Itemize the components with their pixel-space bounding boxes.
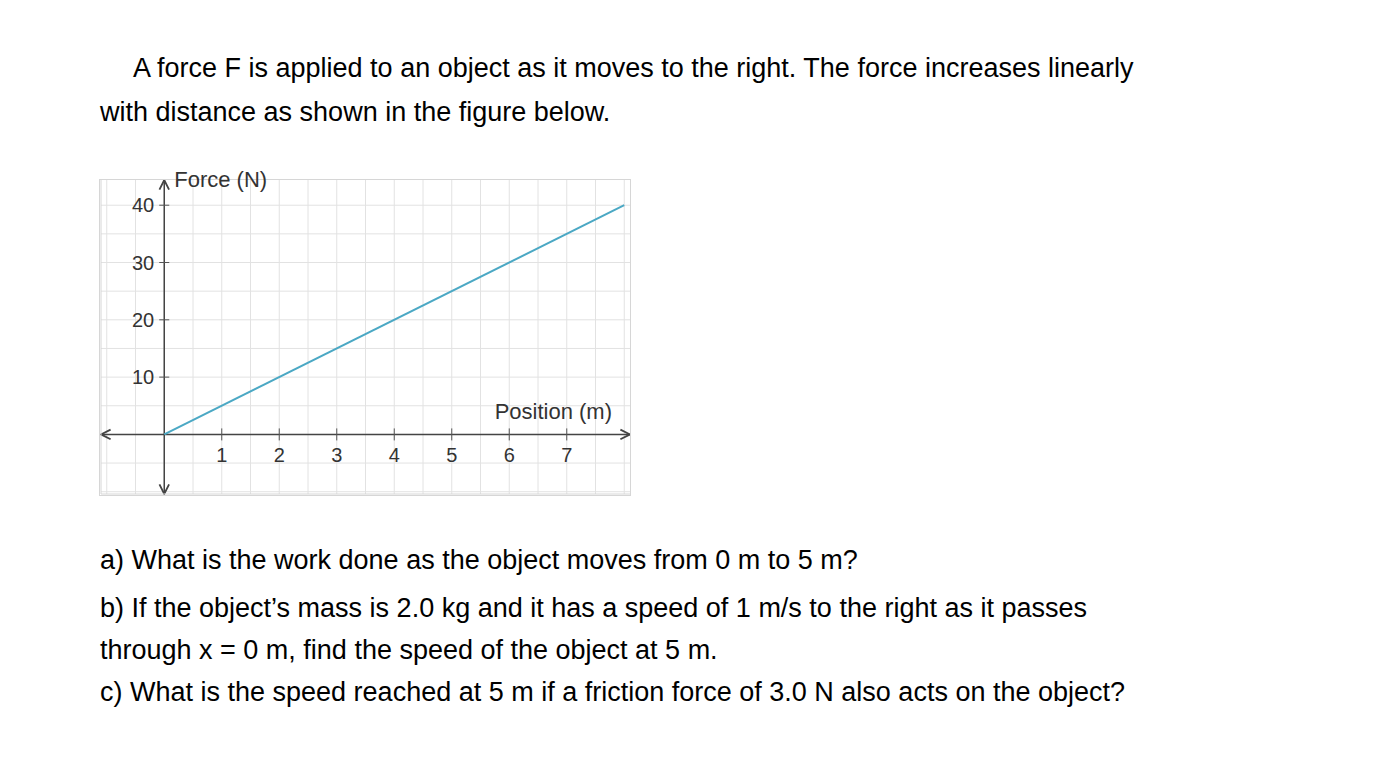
svg-text:30: 30 xyxy=(132,252,154,274)
html-text:Force (N): Force (N) xyxy=(174,167,268,192)
svg-text:20: 20 xyxy=(132,309,154,331)
svg-text:10: 10 xyxy=(132,366,154,388)
svg-text:4: 4 xyxy=(389,444,400,466)
html-text:Position (m): Position (m) xyxy=(494,399,612,425)
html-text:c) What is the speed reached a: c) What is the speed reached at 5 m if a… xyxy=(100,677,1125,707)
svg-text:2: 2 xyxy=(274,444,285,466)
html-text:b) If the object’s mass is 2.0: b) If the object’s mass is 2.0 kg and it… xyxy=(100,593,1087,623)
html-text:through x = 0 m, find the spee: through x = 0 m, find the speed of the o… xyxy=(100,635,718,665)
html-text:a) What is the work done as th: a) What is the work done as the object m… xyxy=(100,545,858,575)
svg-text:6: 6 xyxy=(504,444,515,466)
svg-text:7: 7 xyxy=(561,444,572,466)
html-text:with distance as shown in the: with distance as shown in the figure bel… xyxy=(100,97,611,127)
html-text:A force F is applied to an obj: A force F is applied to an object as it … xyxy=(133,53,1134,83)
svg-text:40: 40 xyxy=(132,194,154,216)
svg-text:3: 3 xyxy=(331,444,342,466)
svg-text:1: 1 xyxy=(216,444,227,466)
svg-text:5: 5 xyxy=(446,444,457,466)
